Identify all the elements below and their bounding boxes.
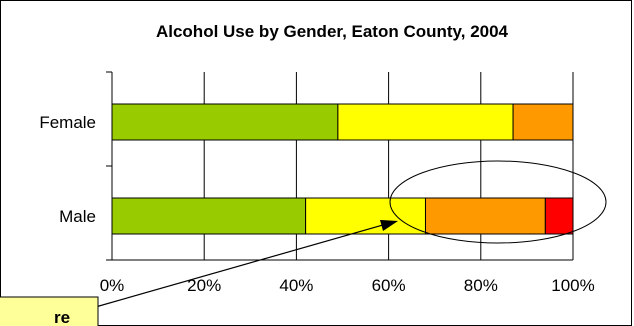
labels: 0% 20% 40% 60% 80% 100% Female Male xyxy=(39,113,594,295)
arrow-line xyxy=(84,222,391,311)
bars xyxy=(111,103,574,235)
annotation: re xyxy=(0,160,607,326)
x-tick-label: 40% xyxy=(279,276,313,295)
x-tick-label: 100% xyxy=(551,276,594,295)
bar-segment-female-1 xyxy=(111,103,339,141)
callout-text: re xyxy=(54,308,70,326)
x-tick-label: 20% xyxy=(187,276,221,295)
bar-segment-female-3 xyxy=(512,103,574,141)
highlight-ellipse xyxy=(389,160,607,244)
chart-title: Alcohol Use by Gender, Eaton County, 200… xyxy=(156,22,509,41)
arrow-head xyxy=(380,220,398,231)
bar-segment-male-1 xyxy=(111,197,307,235)
callout-box xyxy=(0,296,99,326)
bar-segment-male-3 xyxy=(424,197,546,235)
category-label: Female xyxy=(39,113,96,132)
category-label: Male xyxy=(59,207,96,226)
bar-segment-female-2 xyxy=(337,103,514,141)
bar-segment-male-2 xyxy=(305,197,426,235)
x-tick-label: 0% xyxy=(100,276,125,295)
x-tick-label: 80% xyxy=(464,276,498,295)
bar-segment-male-4 xyxy=(544,197,574,235)
x-tick-label: 60% xyxy=(372,276,406,295)
